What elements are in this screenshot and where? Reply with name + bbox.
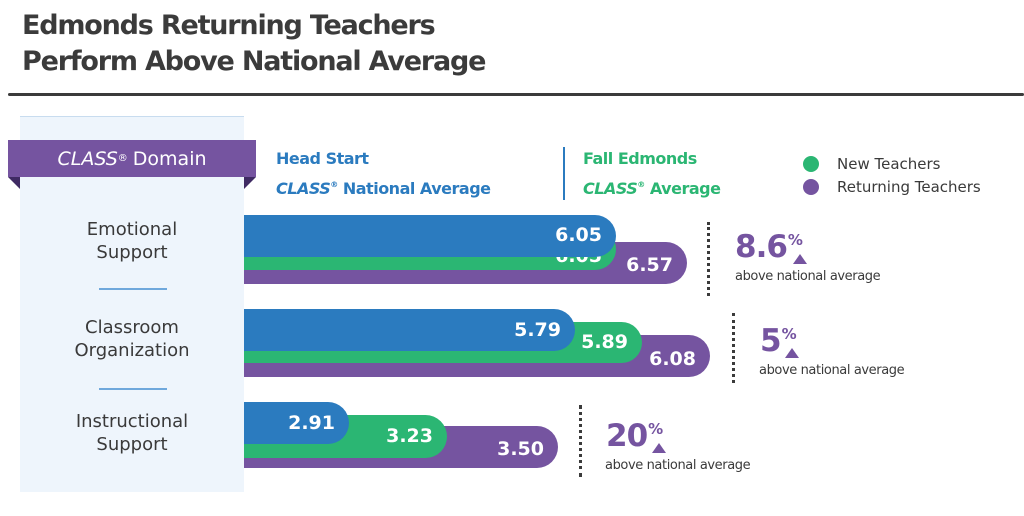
domain-instructional-support: Instructional Support (20, 410, 244, 456)
domain-classroom-organization: Classroom Organization (20, 316, 244, 362)
percent-value: 8.6 (735, 229, 788, 265)
title-divider (8, 93, 1024, 96)
up-triangle-icon (785, 348, 799, 358)
domain-separator (99, 288, 167, 290)
up-triangle-icon (652, 443, 666, 453)
domain-line: Support (96, 242, 168, 263)
percent-sign: % (781, 325, 797, 343)
title-line-2: Perform Above National Average (22, 46, 486, 77)
registered-mark: ® (637, 180, 645, 189)
bar-value: 5.89 (581, 331, 628, 353)
legend-line: Head Start (276, 149, 369, 168)
bar-value: 6.05 (555, 224, 602, 246)
bar-value: 6.08 (649, 347, 696, 370)
annotation-divider (579, 405, 582, 477)
annotation-text: above national average (759, 363, 905, 378)
legend-label: New Teachers (837, 155, 941, 173)
legend-text: National Average (337, 179, 491, 198)
legend-national-average: Head Start CLASS® National Average (276, 146, 491, 202)
legend-item-new-teachers: New Teachers (803, 155, 940, 173)
annotation-percent-classroom: 5% (760, 323, 799, 359)
domain-line: Support (96, 434, 168, 455)
bar-value: 3.23 (386, 425, 433, 447)
legend-divider (563, 147, 565, 200)
domain-line: Emotional (86, 219, 178, 240)
domain-line: Organization (74, 340, 190, 361)
title-line-1: Edmonds Returning Teachers (22, 10, 436, 41)
percent-sign: % (787, 231, 803, 249)
annotation-percent-instructional: 20% (606, 418, 666, 454)
ribbon-fold-right (244, 177, 256, 189)
annotation-percent-emotional: 8.6% (735, 229, 807, 265)
percent-value: 20 (606, 418, 648, 454)
domain-label: Domain (132, 147, 207, 170)
annotation-text: above national average (605, 458, 751, 473)
ribbon-fold-left (8, 177, 20, 189)
legend-line: CLASS® Average (583, 172, 721, 202)
legend-edmonds-average: Fall Edmonds CLASS® Average (583, 146, 721, 202)
legend-text: Average (644, 179, 721, 198)
legend-line: CLASS® National Average (276, 172, 491, 202)
purple-dot-icon (803, 179, 819, 195)
percent-value: 5 (760, 323, 782, 359)
chart-title: Edmonds Returning Teachers Perform Above… (22, 8, 486, 80)
domain-emotional-support: Emotional Support (20, 218, 244, 264)
domain-header-ribbon: CLASS ® Domain (8, 140, 256, 177)
bar-value: 6.57 (626, 253, 673, 276)
legend-label: Returning Teachers (837, 178, 981, 196)
domain-line: Classroom (85, 317, 179, 338)
legend-line: Fall Edmonds (583, 149, 697, 168)
bar-national-emotional: 6.05 (244, 215, 616, 257)
class-label: CLASS (57, 147, 118, 170)
legend-item-returning-teachers: Returning Teachers (803, 178, 981, 196)
annotation-divider (707, 222, 710, 296)
domain-line: Instructional (75, 411, 189, 432)
domain-panel (20, 116, 244, 492)
bar-value: 5.79 (514, 318, 561, 341)
bar-value: 3.50 (497, 437, 544, 460)
green-dot-icon (803, 156, 819, 172)
annotation-divider (732, 313, 735, 383)
registered-mark: ® (117, 153, 128, 164)
registered-mark: ® (330, 180, 338, 189)
bar-national-instructional: 2.91 (244, 402, 349, 444)
class-label: CLASS (276, 179, 331, 198)
annotation-text: above national average (735, 269, 881, 284)
bar-national-classroom: 5.79 (244, 309, 575, 351)
up-triangle-icon (793, 254, 807, 264)
domain-separator (99, 388, 167, 390)
class-label: CLASS (583, 179, 638, 198)
bar-value: 2.91 (288, 411, 335, 434)
percent-sign: % (648, 420, 663, 438)
